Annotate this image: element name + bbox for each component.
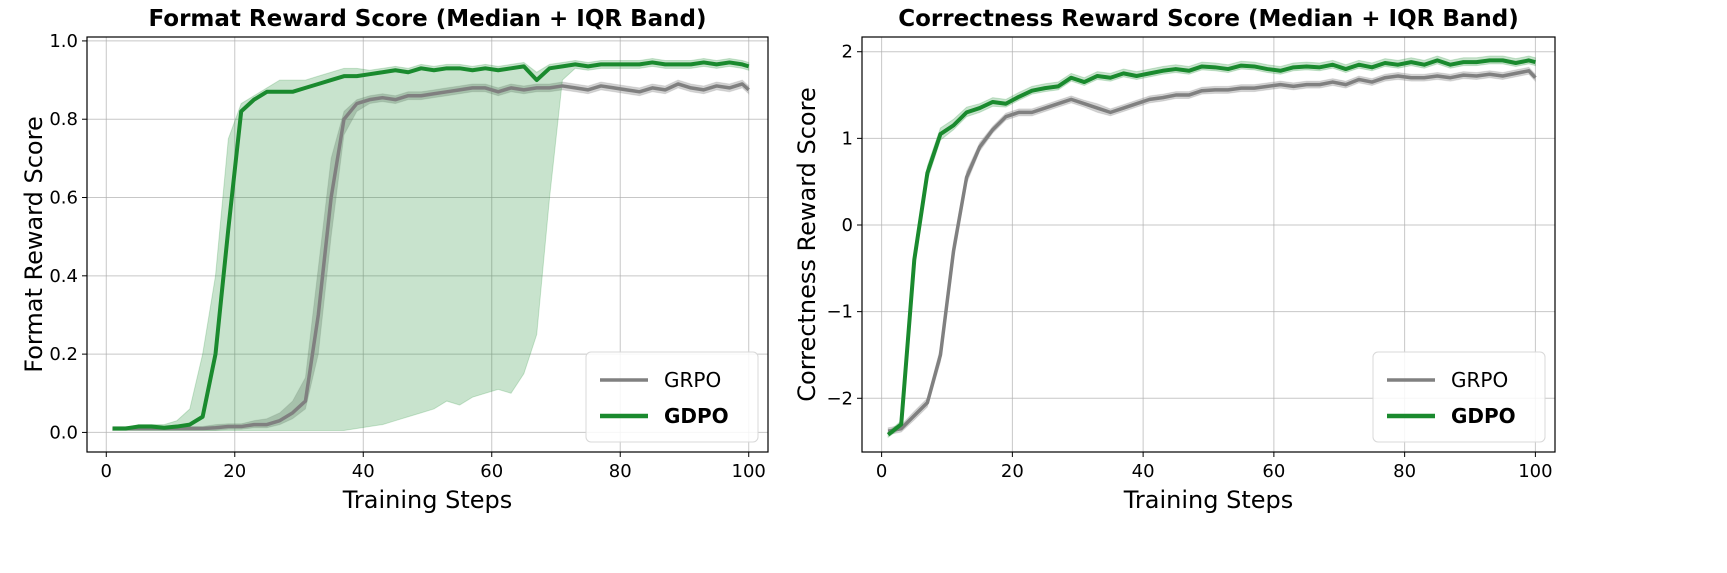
- axes-frame: [86, 36, 769, 453]
- legend-label-grpo: GRPO: [664, 368, 721, 392]
- x-tick-label: 40: [1132, 461, 1155, 482]
- legend-label-grpo: GRPO: [1451, 368, 1508, 392]
- y-tick-label: 0: [842, 215, 853, 236]
- y-tick-label: 1.0: [49, 31, 78, 52]
- x-axis-label: Training Steps: [1123, 486, 1293, 514]
- x-axis-label: Training Steps: [342, 486, 512, 514]
- y-axis-label: Correctness Reward Score: [793, 87, 821, 401]
- median-line-gdpo: [112, 60, 750, 431]
- x-tick-label: 80: [609, 461, 632, 482]
- x-tick-label: 20: [223, 461, 246, 482]
- y-tick-label: 0.2: [49, 344, 78, 365]
- y-tick-label: 0.4: [49, 266, 78, 287]
- legend: GRPO GDPO: [585, 351, 759, 443]
- y-tick-label: 0.0: [49, 422, 78, 443]
- x-tick-label: 0: [876, 461, 887, 482]
- x-tick-label: 40: [352, 461, 375, 482]
- legend-box: [1372, 351, 1546, 443]
- median-line-grpo: [112, 82, 750, 431]
- y-tick-label: 0.6: [49, 188, 78, 209]
- x-tick-label: 100: [1518, 461, 1552, 482]
- legend-label-gdpo: GDPO: [664, 404, 729, 428]
- y-tick-label: −1: [826, 302, 853, 323]
- y-tick-label: 1: [842, 128, 853, 149]
- y-tick-label: 0.8: [49, 109, 78, 130]
- iqr-band-grpo: [887, 66, 1536, 436]
- axes-frame: [861, 36, 1556, 453]
- legend: GRPO GDPO: [1372, 351, 1546, 443]
- x-tick-label: 20: [1001, 461, 1024, 482]
- iqr-band-gdpo: [112, 58, 750, 431]
- x-tick-label: 0: [101, 461, 112, 482]
- x-tick-label: 60: [1262, 461, 1285, 482]
- median-line-gdpo: [886, 58, 1536, 437]
- chart-correctness: Correctness Reward Score (Median + IQR B…: [793, 6, 1556, 514]
- chart-format: Format Reward Score (Median + IQR Band) 0…: [20, 6, 769, 514]
- plot-area: [112, 58, 750, 431]
- y-tick-label: −2: [826, 388, 853, 409]
- y-tick-label: 2: [842, 42, 853, 63]
- y-axis-label: Format Reward Score: [20, 116, 48, 372]
- legend-label-gdpo: GDPO: [1451, 404, 1516, 428]
- x-tick-label: 80: [1393, 461, 1416, 482]
- x-tick-label: 100: [732, 461, 766, 482]
- median-line-grpo: [887, 69, 1537, 433]
- plot-area: [886, 55, 1537, 439]
- x-tick-label: 60: [480, 461, 503, 482]
- chart-title: Format Reward Score (Median + IQR Band): [148, 6, 706, 32]
- chart-title: Correctness Reward Score (Median + IQR B…: [898, 6, 1519, 32]
- iqr-band-gdpo: [887, 55, 1536, 439]
- iqr-band-grpo: [112, 79, 750, 431]
- legend-box: [585, 351, 759, 443]
